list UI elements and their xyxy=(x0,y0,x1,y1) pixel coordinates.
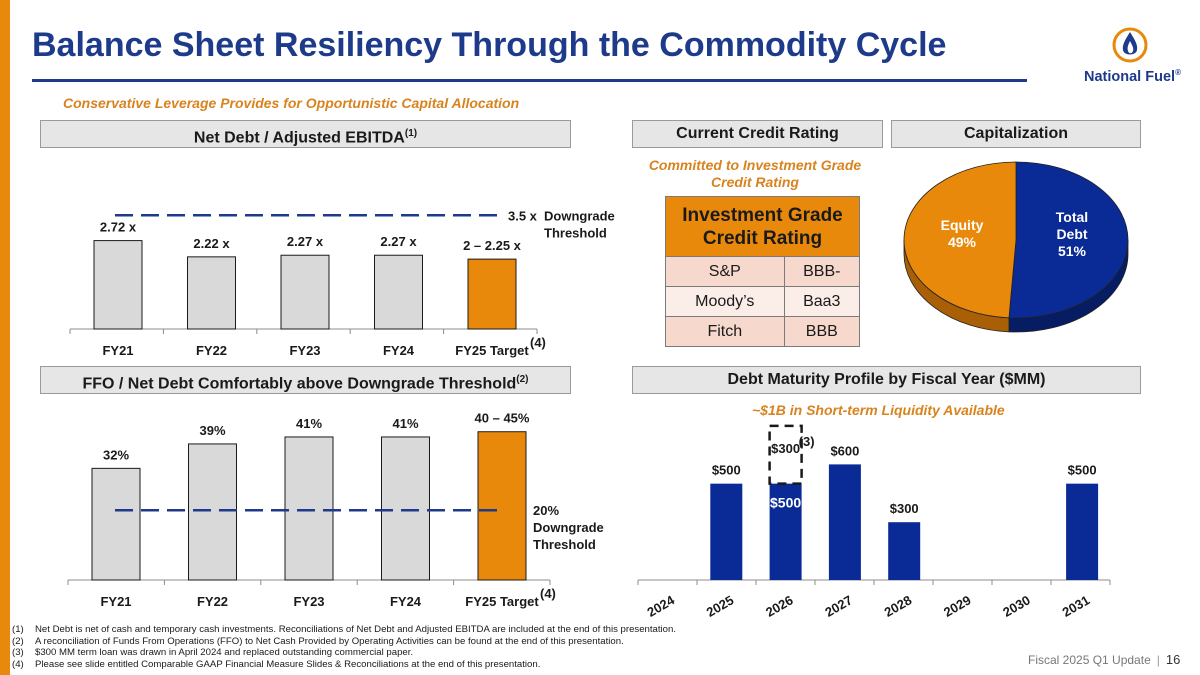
accent-bar xyxy=(0,0,10,675)
tick-label: FY21 xyxy=(102,343,133,358)
table-row: Moody’s Baa3 xyxy=(665,286,861,317)
footnote: (1) Net Debt is net of cash and temporary… xyxy=(12,624,677,635)
tick-label: 2026 xyxy=(763,592,796,619)
tick-label: FY21 xyxy=(100,594,131,609)
tick-label: 2027 xyxy=(822,592,855,619)
data-label: $600 xyxy=(830,443,859,458)
pie-label: Equity xyxy=(941,217,984,233)
table-row: Fitch BBB xyxy=(665,316,861,347)
page-number: 16 xyxy=(1165,652,1181,667)
data-label: $500 xyxy=(712,463,741,478)
data-label: 32% xyxy=(103,447,129,462)
debt-maturity-header: Debt Maturity Profile by Fiscal Year ($M… xyxy=(632,366,1141,394)
threshold-text: Threshold xyxy=(533,537,596,552)
footnote-marker: (3) xyxy=(799,434,815,449)
pie-value-label: 51% xyxy=(1058,243,1087,259)
net-debt-ebitda-header: Net Debt / Adjusted EBITDA(1) xyxy=(40,120,571,148)
footnote-marker: (4) xyxy=(540,586,556,601)
data-label: $300 xyxy=(890,501,919,516)
tick-label: FY22 xyxy=(197,594,228,609)
tick-label: 2029 xyxy=(941,592,974,619)
bar xyxy=(280,254,330,330)
tick-label: FY24 xyxy=(383,343,415,358)
rating-cell: Baa3 xyxy=(783,286,861,317)
tick-label: 2024 xyxy=(644,592,677,620)
threshold-value-label: 20% xyxy=(533,503,559,518)
flame-logo-icon xyxy=(1112,27,1148,63)
pie-slice xyxy=(1008,161,1129,319)
tick-label: 2028 xyxy=(882,592,915,619)
bar xyxy=(381,436,430,581)
data-label: 2.27 x xyxy=(287,234,324,249)
bar xyxy=(769,483,802,580)
footnote: (4) Please see slide entitled Comparable … xyxy=(12,658,541,670)
bar xyxy=(710,483,743,580)
data-label: 2 – 2.25 x xyxy=(463,238,522,253)
title-divider xyxy=(32,79,1027,82)
threshold-text: Downgrade xyxy=(544,208,615,223)
ffo-net-debt-header: FFO / Net Debt Comfortably above Downgra… xyxy=(40,366,571,394)
data-label: 2.22 x xyxy=(193,236,230,251)
tick-label: 2025 xyxy=(704,592,737,619)
bar xyxy=(477,431,527,581)
tick-label: FY24 xyxy=(390,594,422,609)
bar xyxy=(374,254,423,330)
credit-rating-header: Current Credit Rating xyxy=(632,120,883,148)
tick-label: FY25 Target xyxy=(465,594,539,609)
bar xyxy=(467,258,517,330)
threshold-text: Threshold xyxy=(544,225,607,240)
tick-label: 2030 xyxy=(1000,592,1033,619)
footnote-marker: (4) xyxy=(530,335,546,350)
bar xyxy=(188,443,237,581)
threshold-value-label: 3.5 x xyxy=(508,208,538,223)
agency-cell: Fitch xyxy=(665,316,785,347)
data-label: $500 xyxy=(770,495,801,511)
bar xyxy=(187,256,236,330)
data-label: 40 – 45% xyxy=(475,411,530,426)
footnotes: (1) Net Debt is net of cash and temporary… xyxy=(12,624,676,670)
data-label: 41% xyxy=(392,416,418,431)
bar xyxy=(284,436,334,581)
pie-slice xyxy=(903,161,1017,319)
data-label: 41% xyxy=(296,416,322,431)
bar xyxy=(828,464,861,580)
logo-wordmark: National Fuel® xyxy=(1084,68,1181,85)
agency-cell: Moody’s xyxy=(665,286,785,317)
liquidity-note: ~$1B in Short-term Liquidity Available xyxy=(752,402,1005,418)
credit-rating-table: Investment Grade Credit Rating S&P BBB- Mo… xyxy=(665,196,861,347)
data-label: $300 xyxy=(771,441,800,456)
pie-label: Total xyxy=(1056,209,1088,225)
footnote: (3) $300 MM term loan was drawn in April … xyxy=(12,647,414,658)
bar xyxy=(91,467,141,581)
threshold-text: Downgrade xyxy=(533,520,604,535)
footnote: (2) A reconciliation of Funds From Operat… xyxy=(12,635,624,647)
tick-label: 2031 xyxy=(1060,592,1093,619)
agency-cell: S&P xyxy=(665,256,785,287)
data-label: 39% xyxy=(199,423,225,438)
tick-label: FY23 xyxy=(289,343,320,358)
bar xyxy=(888,522,921,580)
bar xyxy=(1066,483,1099,580)
pie-label: Debt xyxy=(1056,226,1087,242)
data-label: $500 xyxy=(1068,463,1097,478)
data-label: 2.27 x xyxy=(380,234,417,249)
bar xyxy=(93,240,143,330)
capitalization-header: Capitalization xyxy=(891,120,1141,148)
rating-cell: BBB xyxy=(783,316,861,347)
page-title: Balance Sheet Resiliency Through the Com… xyxy=(32,26,947,64)
dashed-term-loan-bar xyxy=(768,424,803,485)
tick-label: FY23 xyxy=(293,594,324,609)
tick-label: FY22 xyxy=(196,343,227,358)
credit-commitment-note: Committed to Investment Grade Credit Rat… xyxy=(648,157,862,190)
page-subtitle: Conservative Leverage Provides for Oppor… xyxy=(63,95,520,111)
data-label: 2.72 x xyxy=(100,220,137,235)
tick-label: FY25 Target xyxy=(455,343,529,358)
page-footer: Fiscal 2025 Q1 Update | 16 xyxy=(1028,652,1181,667)
pie-value-label: 49% xyxy=(948,234,977,250)
